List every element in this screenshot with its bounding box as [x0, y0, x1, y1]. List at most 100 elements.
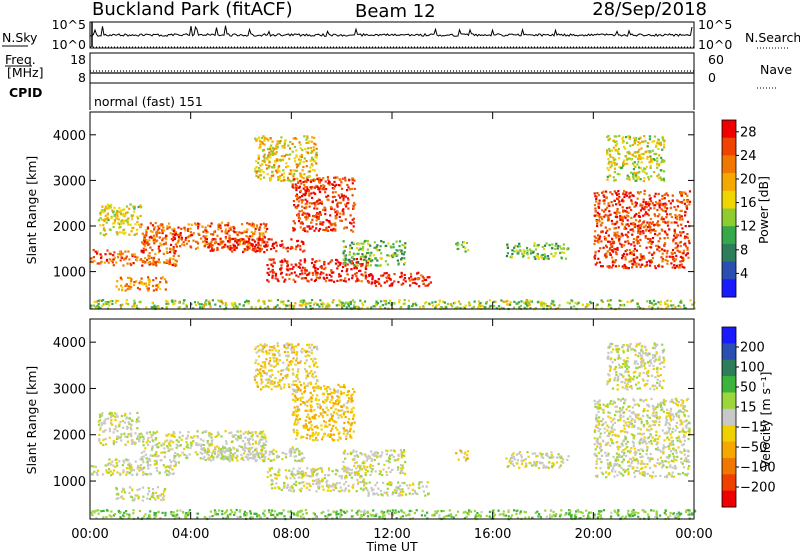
power-cell	[105, 233, 108, 236]
power-cell	[320, 303, 323, 306]
power-cell	[284, 260, 287, 263]
power-cell	[495, 307, 498, 310]
power-cell	[270, 177, 273, 180]
power-cell	[117, 210, 120, 214]
power-cell	[606, 153, 609, 156]
velocity-cell	[211, 454, 214, 457]
power-cell	[190, 303, 193, 306]
power-cell	[343, 254, 346, 257]
power-cell	[268, 258, 271, 261]
power-cell	[613, 211, 616, 214]
power-cell	[194, 222, 197, 225]
power-cell	[176, 241, 179, 245]
power-cell	[642, 255, 645, 258]
power-cell	[648, 138, 651, 141]
velocity-cell	[294, 459, 297, 462]
power-cell	[353, 179, 356, 182]
power-cell	[620, 215, 623, 218]
velocity-cell	[554, 515, 557, 518]
velocity-cell	[138, 420, 141, 423]
power-cell	[650, 242, 653, 246]
power-cell	[259, 247, 262, 250]
velocity-cell	[631, 510, 634, 513]
power-cell	[316, 303, 319, 306]
velocity-cell	[109, 470, 112, 473]
power-cell	[275, 250, 278, 253]
velocity-cell	[497, 509, 500, 512]
velocity-cell	[207, 448, 210, 451]
power-cell	[603, 215, 606, 218]
velocity-cell	[621, 515, 624, 518]
power-cell	[300, 182, 303, 185]
power-cell	[394, 252, 397, 255]
velocity-cell	[128, 422, 131, 425]
power-cell	[416, 272, 419, 275]
velocity-cell	[121, 419, 124, 423]
power-cell	[258, 237, 261, 240]
power-cell	[153, 239, 156, 242]
power-cell	[211, 299, 214, 302]
power-cell	[628, 192, 631, 195]
power-cell	[282, 303, 285, 306]
power-cell	[349, 302, 352, 306]
power-cell	[673, 232, 677, 235]
velocity-cell	[247, 442, 250, 445]
velocity-cell	[134, 432, 137, 435]
velocity-cell	[442, 509, 445, 513]
power-cell	[256, 246, 260, 249]
power-cell	[529, 248, 532, 251]
power-cell	[344, 264, 347, 267]
power-cell	[129, 223, 132, 226]
velocity-cell	[313, 363, 316, 366]
power-cell	[657, 240, 660, 243]
power-cell	[612, 146, 615, 149]
velocity-cell	[273, 346, 276, 349]
velocity-cell	[220, 454, 223, 457]
velocity-cell	[185, 454, 188, 457]
power-cell	[194, 304, 198, 307]
velocity-cell	[587, 513, 590, 516]
power-cell	[685, 205, 688, 208]
velocity-cell	[534, 511, 537, 514]
velocity-cell	[277, 455, 280, 458]
power-cell	[259, 178, 262, 181]
velocity-cell	[143, 450, 146, 453]
power-cell	[624, 233, 627, 236]
velocity-cell	[257, 442, 260, 446]
velocity-cell	[123, 461, 126, 464]
power-cell	[282, 172, 286, 175]
power-cell	[626, 239, 629, 242]
power-cell	[217, 225, 220, 228]
velocity-cell	[97, 509, 100, 512]
power-cell	[321, 188, 324, 191]
power-cell	[292, 278, 295, 281]
power-cell	[126, 262, 129, 265]
power-cell	[663, 205, 666, 208]
power-cell	[101, 209, 104, 212]
velocity-cell	[549, 516, 552, 519]
power-cell	[120, 212, 123, 215]
power-cell	[148, 252, 151, 255]
power-cell	[644, 201, 648, 204]
power-cell	[185, 242, 189, 245]
power-cell	[294, 137, 297, 140]
power-cell	[321, 301, 324, 304]
power-cell	[336, 279, 339, 282]
power-cell	[526, 253, 529, 256]
velocity-cell	[254, 442, 257, 445]
power-cell	[601, 218, 604, 221]
velocity-cell	[272, 448, 275, 451]
velocity-cell	[247, 430, 250, 433]
power-cell	[317, 277, 320, 280]
power-cell	[165, 299, 168, 302]
power-cell	[654, 204, 657, 207]
velocity-cell	[162, 451, 165, 454]
power-cell	[666, 303, 669, 306]
power-cell	[686, 246, 689, 249]
power-cell	[435, 304, 438, 307]
power-cell	[687, 256, 690, 259]
velocity-cell	[156, 430, 159, 433]
velocity-cell	[202, 439, 205, 442]
power-cell	[304, 189, 307, 192]
power-cell	[400, 249, 403, 252]
